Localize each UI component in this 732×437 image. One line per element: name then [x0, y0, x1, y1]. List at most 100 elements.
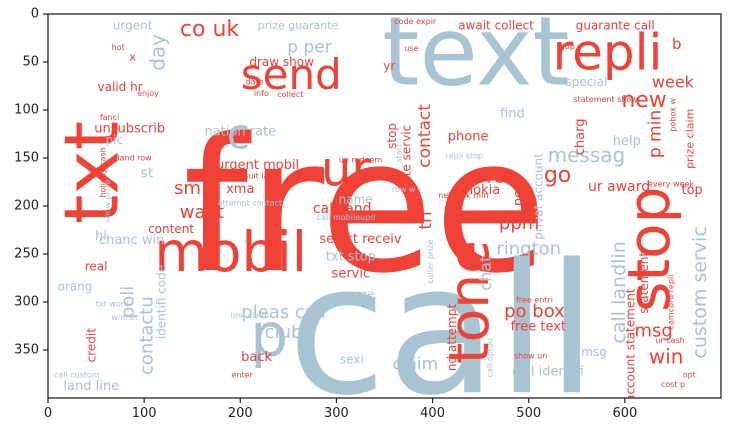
y-tick-label: 200 [14, 199, 39, 214]
word-next: next [512, 177, 527, 206]
word-win: win [649, 345, 684, 369]
y-axis: 0 50 100 150 200 250 300 350 [14, 7, 48, 358]
word-land-row: land row [117, 154, 152, 163]
word-statement-show: statement show [573, 95, 638, 104]
word-top: top [682, 183, 703, 198]
word-draw-show: draw show [249, 55, 314, 69]
word-every-week: every week [648, 179, 695, 188]
word-p-min: p min [646, 110, 666, 158]
x-tick-label: 300 [324, 406, 349, 421]
word-unsubscrib: unsubscrib [94, 122, 165, 137]
word-sm: sm [174, 178, 201, 199]
word-send: send [241, 50, 342, 99]
word-ppm: ppm [499, 213, 539, 234]
x-tick-label: 0 [44, 406, 52, 421]
word-orang: orang [57, 280, 92, 294]
word-network-min: network min [438, 191, 488, 200]
word-rington: rington [496, 239, 561, 260]
word-p-per: p per [287, 38, 331, 58]
word-start: start [394, 144, 403, 163]
word-stop: stop [385, 123, 399, 149]
word-game: game [341, 287, 375, 301]
word-ur-award: ur award [588, 179, 650, 195]
word-want: want [180, 202, 224, 223]
word-await-collect: await collect [458, 19, 534, 33]
word-call-identifi: call identifi [512, 365, 583, 380]
word-sexi: sexi [340, 353, 364, 367]
word-attempt-contact: attempt contact [218, 199, 283, 208]
y-tick-label: 350 [14, 343, 39, 358]
word-call-land: call land [313, 201, 372, 217]
word-x: x [129, 51, 136, 64]
word-info: info [254, 89, 269, 98]
word-select-receiv: select receiv [319, 232, 402, 247]
word-ur-cash: ur cash [655, 336, 684, 345]
word-cost-p: cost p [661, 380, 685, 389]
word-txt-word: txt word [96, 299, 129, 308]
word-pobox-w: pobox w [668, 98, 677, 132]
word-c: c [227, 110, 250, 159]
word-suit-land: suit land [244, 172, 278, 181]
word-code-expir: code expir [394, 17, 437, 26]
word-offer: offer [467, 163, 514, 187]
word-call: call [288, 226, 597, 435]
word-prize-claim: prize claim [684, 109, 697, 169]
y-tick-label: 250 [14, 247, 39, 262]
word-gbp: gbp [560, 42, 575, 51]
word-enjoy: enjoy [137, 89, 159, 98]
word-valid-hr: valid hr [98, 80, 143, 94]
y-tick-label: 0 [31, 7, 39, 22]
word-camcord-repli: camcord repli [667, 275, 676, 330]
word-privat-account: privat account [531, 153, 545, 240]
word-un-redeem: un redeem [339, 155, 383, 164]
word-guarante-call: guarante call [576, 19, 655, 33]
word-servic: servic [332, 267, 371, 282]
word-show-prize: show prize [103, 180, 112, 223]
word-txt-stop: txt stop [326, 249, 376, 264]
word-chat: chat [476, 256, 495, 291]
word-pic: pic [106, 133, 124, 147]
word-back: back [241, 350, 272, 365]
word-urgent-mobil: urgent mobil [216, 158, 299, 173]
word-name: name [339, 192, 373, 206]
word-prize-guarante: prize guarante [258, 19, 339, 32]
word-contact: contact [415, 104, 435, 168]
word-nd-attempt: nd attempt [445, 304, 459, 371]
word-repli: repli [553, 23, 663, 81]
y-tick-label: 100 [14, 103, 39, 118]
word-cloud: freecalltextreplitxtmobilsendurstoptonep… [48, 14, 711, 435]
word-account-statement: account statement [624, 288, 638, 402]
word-find: find [500, 106, 525, 121]
word-urgent: urgent [113, 19, 153, 33]
word-co-uk: co uk [180, 17, 239, 42]
word-content: content [148, 222, 194, 236]
word-row-w: row w [392, 185, 416, 194]
x-axis: 0 100 200 300 400 500 600 [44, 398, 637, 421]
word-line-claim: line claim [231, 311, 270, 320]
word-p-msg: p msg [570, 345, 607, 359]
y-tick-label: 50 [22, 55, 39, 70]
y-tick-label: 150 [14, 151, 39, 166]
word-poli: poli [117, 286, 138, 318]
word-caller-prize: caller prize [426, 240, 435, 284]
word-call-optou: call optou [486, 338, 495, 377]
x-tick-label: 100 [132, 406, 157, 421]
word-b: b [672, 35, 682, 53]
word-free-entri: free entri [516, 296, 553, 305]
word-opt: opt [683, 370, 696, 379]
word-hi: hi [95, 229, 107, 244]
word-yr: yr [383, 59, 395, 73]
word-new: new [621, 88, 666, 113]
word-free-text: free text [511, 319, 566, 334]
word-date-servic: date servic [400, 125, 414, 191]
word-messag: messag [548, 143, 626, 167]
word-stop: stop [615, 187, 683, 312]
word-show-un: show un [514, 351, 547, 360]
word-phone: phone [448, 129, 489, 144]
word-winner: winner [111, 313, 139, 322]
x-tick-label: 400 [420, 406, 445, 421]
word-use: use [404, 44, 418, 53]
word-help: help [613, 134, 641, 149]
word-week: week [652, 73, 695, 92]
